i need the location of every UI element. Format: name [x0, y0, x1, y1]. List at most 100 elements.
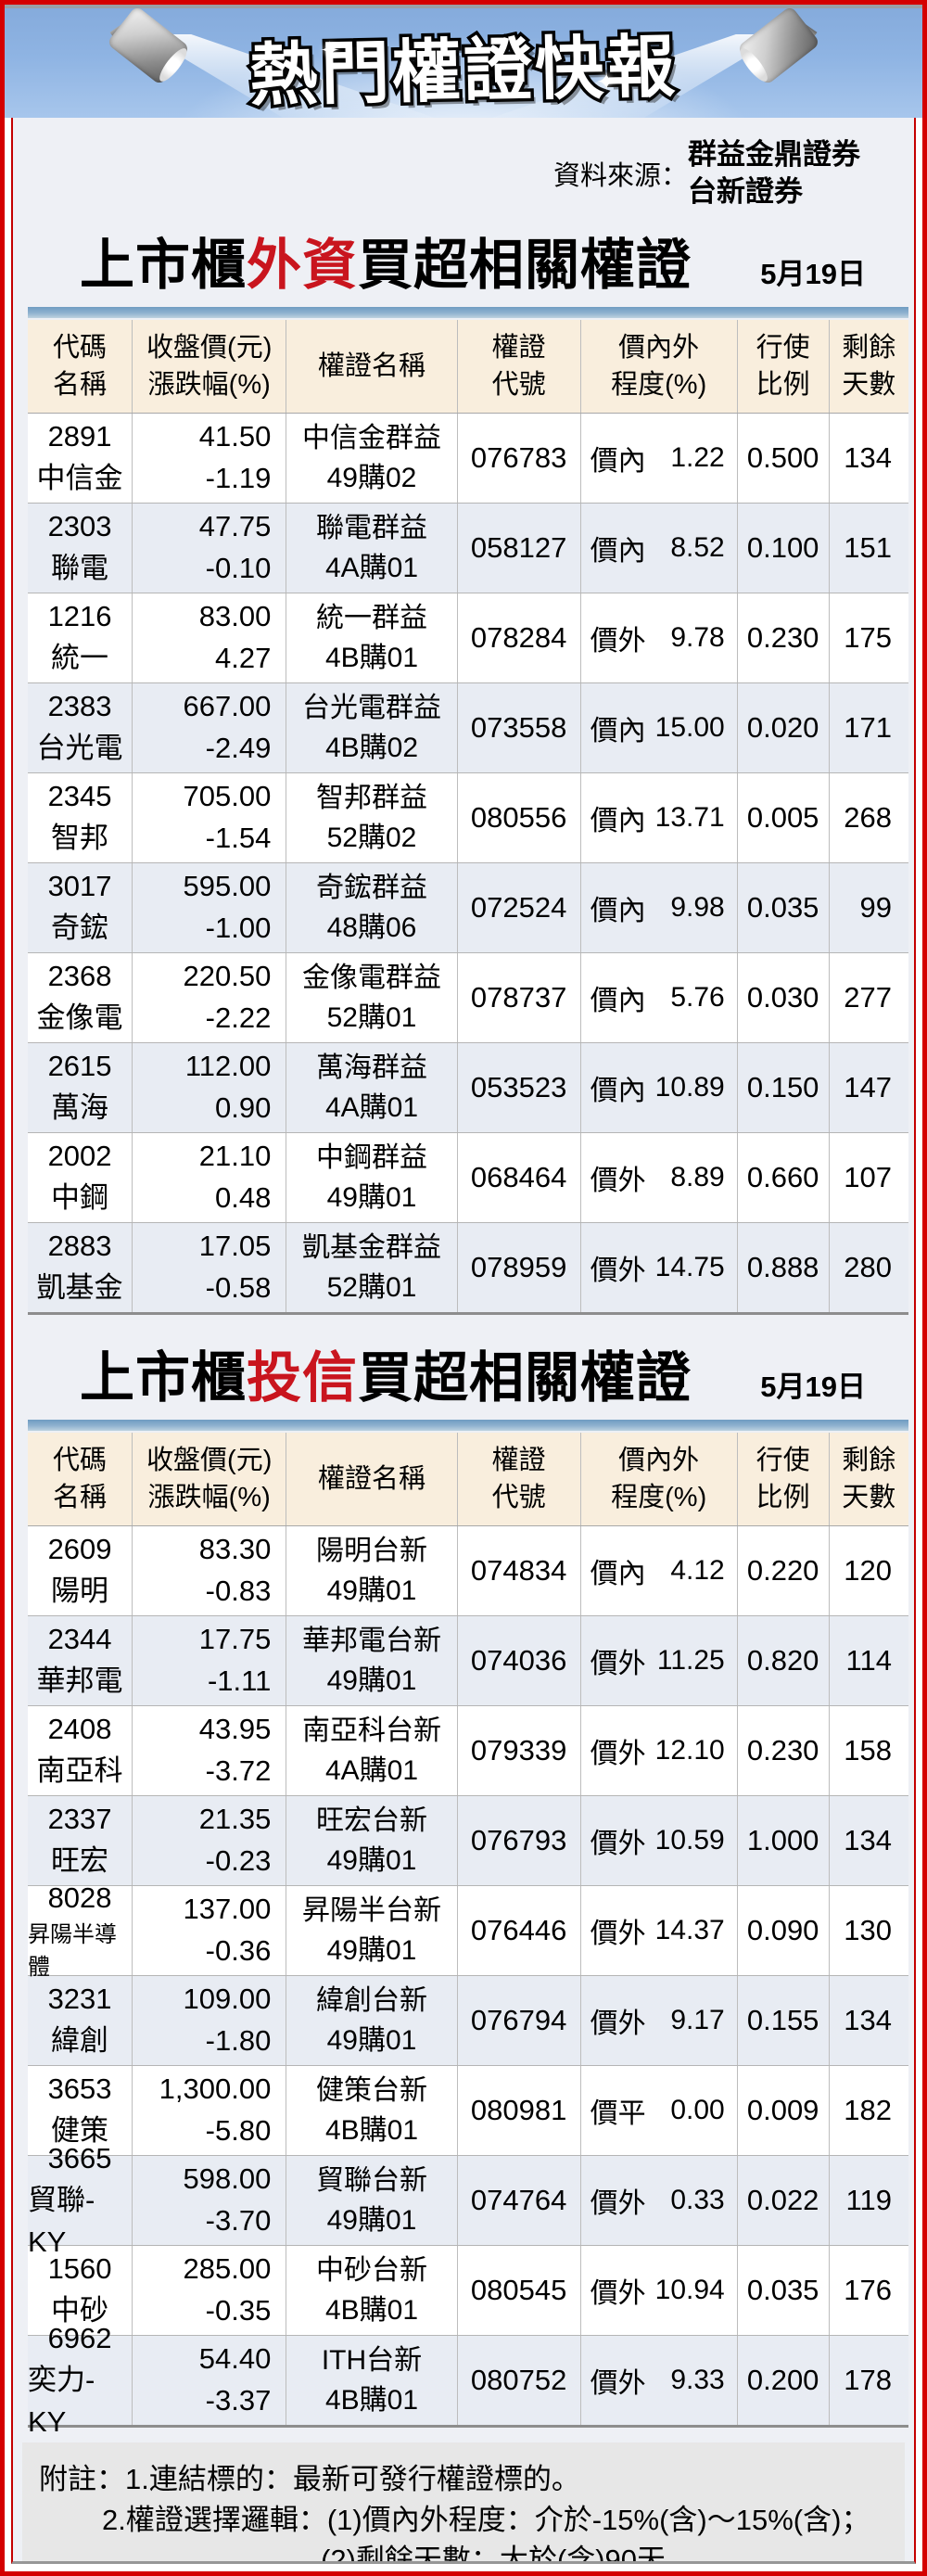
table-row: 2344 華邦電 17.75 -1.11 華邦電台新 49購01 074036 價外 11.25…	[28, 1616, 908, 1707]
moneyness-value: 8.89	[670, 1162, 725, 1193]
stock-cell: 3017 奇鋐	[28, 863, 132, 952]
stock-name: 中鋼	[51, 1181, 109, 1215]
warrant-name-line: 4B購02	[324, 733, 419, 764]
warrant-name-cell: 中鋼群益 49購01	[286, 1133, 456, 1223]
foreign-buy-table-section: 上市櫃外資買超相關權證 5月19日 代碼 名稱 收盤價(元) 漲跌幅(%) 權證名稱 權證…	[13, 215, 914, 1316]
warrant-code-cell: 076783	[456, 414, 580, 504]
report-date: 5月19日	[760, 1371, 866, 1404]
warrant-name-cell: 智邦群益 52購02	[286, 773, 456, 863]
column-header: 行使 比例	[736, 320, 829, 414]
remaining-days-cell: 120	[828, 1526, 908, 1616]
closing-price: 137.00	[183, 1893, 272, 1926]
moneyness-label: 價外	[590, 1256, 646, 1287]
moneyness-cell: 價外 10.59	[579, 1796, 737, 1886]
stock-cell: 2337 旺宏	[28, 1796, 132, 1885]
stock-cell: 6962 奕力-KY	[28, 2322, 132, 2438]
moneyness-value: 10.94	[654, 2275, 725, 2306]
moneyness-label: 價內	[590, 1559, 646, 1590]
stock-code: 3653	[47, 2072, 112, 2106]
warrant-name-line: 金像電群益	[301, 962, 441, 993]
price-cell: 137.00 -0.36	[132, 1886, 286, 1976]
warrant-name-line: 旺宏台新	[315, 1804, 427, 1836]
warrant-name-cell: 旺宏台新 49購01	[286, 1796, 456, 1886]
stock-cell: 1216 統一	[28, 593, 132, 682]
change-percent: -1.80	[205, 2024, 272, 2058]
stock-code: 2615	[47, 1050, 112, 1083]
moneyness-cell: 價外 9.33	[579, 2336, 737, 2426]
moneyness-value: 14.37	[654, 1915, 725, 1946]
banner: 熱門權證快報 ✦ ✦	[5, 5, 922, 118]
section-title-text: 上市櫃外資買超相關權證	[80, 235, 692, 297]
change-percent: -3.37	[205, 2384, 272, 2417]
remaining-days-cell: 99	[828, 863, 908, 953]
table-row: 2408 南亞科 43.95 -3.72 南亞科台新 4A購01 079339 價外 12.10…	[28, 1706, 908, 1797]
table-row: 2345 智邦 705.00 -1.54 智邦群益 52購02 080556 價內 13.71 0…	[28, 773, 908, 864]
remaining-days-cell: 182	[828, 2066, 908, 2156]
stock-name: 萬海	[51, 1091, 109, 1125]
warrant-name-line: 49購01	[326, 1935, 417, 1967]
warrant-name-line: 52購01	[326, 1272, 417, 1304]
closing-price: 54.40	[198, 2342, 272, 2376]
warrant-name-line: 中砂台新	[315, 2254, 427, 2286]
price-cell: 41.50 -1.19	[132, 414, 286, 504]
warrant-name-cell: 中信金群益 49購02	[286, 414, 456, 504]
remaining-days-cell: 134	[828, 414, 908, 504]
sparkle-icon: ✦	[596, 68, 616, 96]
change-percent: 0.90	[215, 1091, 272, 1125]
warrant-name-line: 奇鋐群益	[315, 872, 427, 903]
exercise-ratio-cell: 0.035	[736, 2246, 829, 2336]
stock-code: 2609	[47, 1533, 112, 1566]
warrant-name-cell: 貿聯台新 49購01	[286, 2156, 456, 2246]
exercise-ratio-cell: 0.220	[736, 1526, 829, 1616]
footnote-line: 2.權證選擇邏輯：(1)價內外程度：介於-15%(含)～15%(含)；	[102, 2503, 870, 2536]
remaining-days-cell: 176	[828, 2246, 908, 2336]
remaining-days-cell: 114	[828, 1616, 908, 1706]
stock-cell: 2345 智邦	[28, 773, 132, 862]
table-top-strip	[28, 1420, 908, 1432]
warrant-name-line: 智邦群益	[315, 782, 427, 813]
stock-name: 旺宏	[51, 1844, 109, 1878]
stock-code: 2345	[47, 780, 112, 813]
price-cell: 109.00 -1.80	[132, 1976, 286, 2066]
stock-code: 2408	[47, 1713, 112, 1746]
warrant-name-cell: 萬海群益 4A購01	[286, 1043, 456, 1133]
warrant-code-cell: 074764	[456, 2156, 580, 2246]
section-title-text: 上市櫃投信買超相關權證	[80, 1347, 692, 1409]
warrant-name-line: 聯電群益	[315, 512, 427, 543]
column-header: 代碼 名稱	[53, 1445, 108, 1513]
stock-cell: 2609 陽明	[28, 1526, 132, 1615]
warrant-code-cell: 068464	[456, 1133, 580, 1223]
warrant-name-line: 4B購01	[324, 2115, 419, 2147]
column-header: 收盤價(元) 漲跌幅(%)	[132, 1433, 286, 1526]
price-cell: 21.35 -0.23	[132, 1796, 286, 1886]
table-row: 2383 台光電 667.00 -2.49 台光電群益 4B購02 073558 價內 15.0…	[28, 683, 908, 774]
warrant-name-line: 統一群益	[315, 602, 427, 633]
moneyness-cell: 價內 9.98	[579, 863, 737, 953]
exercise-ratio-cell: 0.020	[736, 683, 829, 773]
warrant-name-line: 萬海群益	[315, 1052, 427, 1083]
moneyness-cell: 價外 12.10	[579, 1706, 737, 1796]
warrant-name-line: 48購06	[326, 912, 417, 944]
moneyness-value: 12.10	[654, 1735, 725, 1766]
moneyness-label: 價外	[590, 1739, 646, 1770]
change-percent: -1.54	[205, 822, 272, 855]
moneyness-cell: 價外 8.89	[579, 1133, 737, 1223]
stock-cell: 2002 中鋼	[28, 1133, 132, 1222]
price-cell: 598.00 -3.70	[132, 2156, 286, 2246]
warrant-name-line: 貿聯台新	[315, 2164, 427, 2196]
content-frame: 資料來源： 群益金鼎證券 台新證券 上市櫃外資買超相關權證 5月19日 代碼 名稱…	[5, 118, 922, 2571]
warrant-name-line: 中信金群益	[301, 422, 441, 453]
closing-price: 667.00	[183, 690, 272, 723]
stock-name: 緯創	[51, 2024, 109, 2058]
remaining-days-cell: 151	[828, 504, 908, 593]
warrant-code-cell: 074834	[456, 1526, 580, 1616]
warrant-name-line: 凱基金群益	[301, 1231, 441, 1263]
price-cell: 47.75 -0.10	[132, 504, 286, 593]
warrant-code-cell: 076446	[456, 1886, 580, 1976]
change-percent: -1.19	[205, 462, 272, 495]
data-source-name: 群益金鼎證券	[688, 138, 860, 171]
stock-cell: 2383 台光電	[28, 683, 132, 772]
warrant-code-cell: 073558	[456, 683, 580, 773]
exercise-ratio-cell: 0.500	[736, 414, 829, 504]
moneyness-value: 9.98	[670, 892, 725, 924]
